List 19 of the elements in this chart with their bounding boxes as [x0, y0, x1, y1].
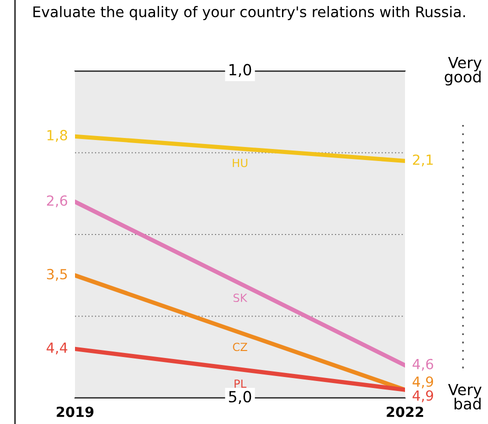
data-label: 4,9 — [412, 376, 434, 388]
data-label: 4,4 — [46, 342, 68, 354]
data-label: 2,1 — [412, 154, 433, 166]
text: Very good — [444, 56, 482, 86]
chart-title: Evaluate the quality of your country's relations with Russia. — [33, 6, 465, 20]
data-label: 4,9 — [412, 390, 434, 402]
series-label: PL — [234, 380, 246, 388]
series-label: SK — [234, 294, 248, 302]
y-tick-label: 5,0 — [229, 390, 252, 404]
data-label: 3,5 — [47, 268, 67, 281]
y-tick-label: 1,0 — [230, 64, 252, 77]
text: Very bad — [448, 384, 482, 410]
data-label: 2,6 — [46, 195, 68, 208]
data-label: 4,6 — [412, 358, 434, 371]
x-tick-label: 2022 — [386, 406, 424, 418]
x-tick-label: 2019 — [56, 406, 94, 418]
series-label: CZ — [232, 342, 248, 352]
series-label: HU — [232, 158, 248, 168]
data-label: 1,8 — [47, 130, 68, 142]
